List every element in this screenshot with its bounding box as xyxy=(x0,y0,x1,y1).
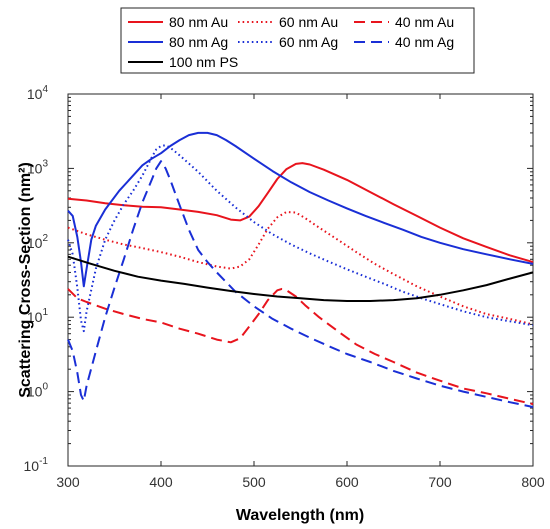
x-tick-label: 300 xyxy=(56,474,80,490)
x-axis-label: Wavelength (nm) xyxy=(236,507,364,524)
legend-label: 60 nm Ag xyxy=(279,34,338,50)
series-line-80-nm-ag xyxy=(67,131,534,288)
legend-label: 100 nm PS xyxy=(169,54,238,70)
legend-label: 80 nm Ag xyxy=(169,34,228,50)
legend: 80 nm Au 60 nm Au 40 nm Au 80 nm Ag 60 nm Ag… xyxy=(120,7,475,74)
legend-label: 60 nm Au xyxy=(279,14,338,30)
series-line-80-nm-au xyxy=(67,162,534,264)
legend-label: 80 nm Au xyxy=(169,14,228,30)
y-tick-label: 10-1 xyxy=(24,456,49,474)
series-line-40-nm-ag xyxy=(67,160,534,408)
x-tick-label: 400 xyxy=(149,474,173,490)
y-tick-label: 103 xyxy=(27,158,49,176)
y-tick-label: 102 xyxy=(27,233,49,251)
x-tick-label: 600 xyxy=(335,474,359,490)
series-layer xyxy=(67,131,534,408)
y-tick-label: 101 xyxy=(27,307,49,325)
legend-label: 40 nm Ag xyxy=(395,34,454,50)
legend-label: 40 nm Au xyxy=(395,14,454,30)
x-tick-label: 700 xyxy=(428,474,452,490)
y-tick-label: 100 xyxy=(27,382,49,400)
series-line-40-nm-au xyxy=(67,287,534,406)
series-line-60-nm-ag xyxy=(67,144,534,333)
y-axis-label: Scattering Cross-Section (nm²) xyxy=(17,162,34,398)
x-tick-label: 500 xyxy=(242,474,266,490)
y-tick-label: 104 xyxy=(27,84,49,102)
series-line-100-nm-ps xyxy=(67,255,534,302)
plot-area xyxy=(67,93,534,467)
series-line-60-nm-au xyxy=(67,210,534,326)
legend-box xyxy=(120,7,475,74)
axis-ticks: 300 400 500 600 700 800 10-1 100 101 102 103 104 xyxy=(24,84,545,490)
x-tick-label: 800 xyxy=(521,474,545,490)
